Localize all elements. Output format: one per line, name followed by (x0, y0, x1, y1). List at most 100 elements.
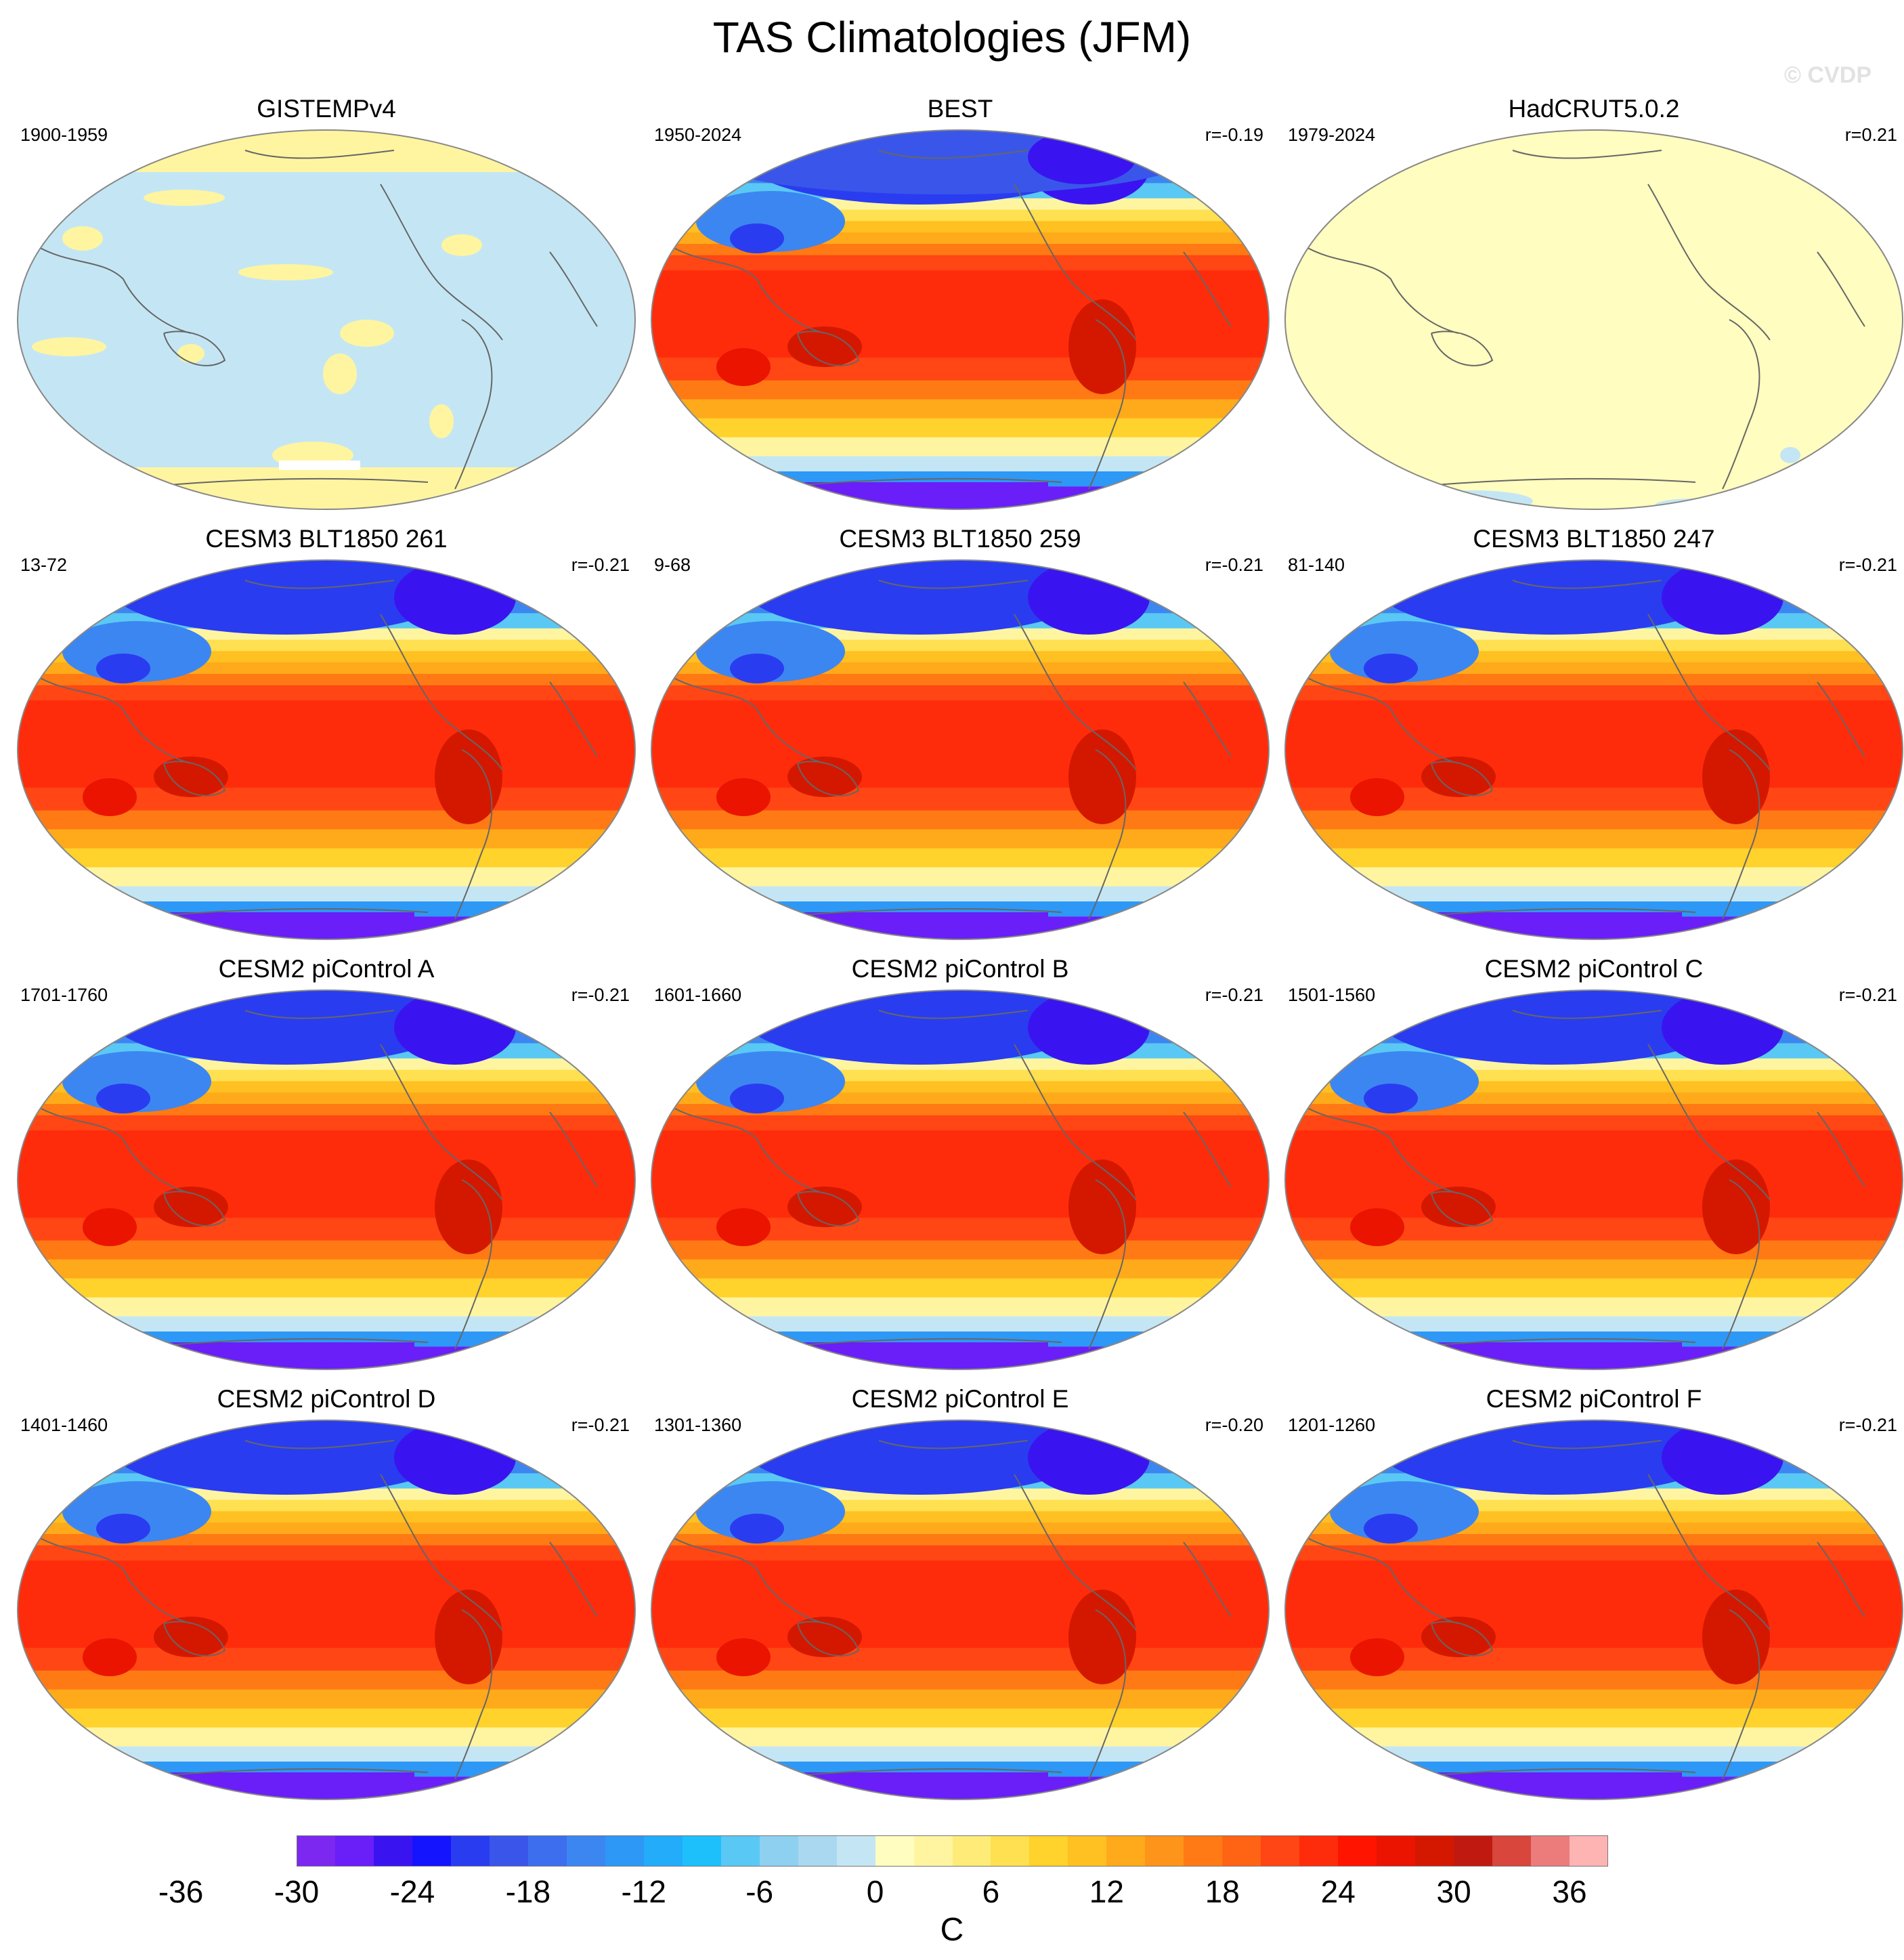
coastlines (668, 1440, 1232, 1780)
colorbar-tick-label: 12 (1089, 1874, 1124, 1909)
panel-period: 1501-1560 (1288, 985, 1376, 1005)
panel-correlation: r=-0.21 (1205, 985, 1263, 1005)
colorbar-tick-label: 0 (866, 1874, 884, 1909)
panel-correlation: r=-0.21 (1838, 985, 1897, 1005)
temperature-field (18, 1420, 635, 1799)
colorbar-cell (334, 1835, 374, 1867)
panel-title: CESM2 piControl C (1484, 955, 1704, 983)
panel-correlation: r=0.21 (1844, 125, 1897, 145)
coastlines (35, 580, 598, 920)
temperature-field (1285, 990, 1903, 1369)
map-panel: CESM2 piControl C 1501-1560 r=-0.21 (1277, 955, 1904, 1383)
world-map (1284, 1420, 1903, 1800)
colorbar (297, 1835, 1609, 1867)
colorbar-tick-label: -12 (621, 1874, 666, 1909)
colorbar-tick-label: 6 (982, 1874, 1000, 1909)
colorbar-cell (489, 1835, 529, 1867)
panel-correlation: r=-0.21 (571, 1415, 630, 1435)
coastlines (668, 580, 1232, 920)
colorbar-tick-label: -30 (274, 1874, 320, 1909)
colorbar-cell (1029, 1835, 1068, 1867)
colorbar-cell (566, 1835, 606, 1867)
colorbar-cell (1184, 1835, 1223, 1867)
panel-correlation: r=-0.21 (1205, 555, 1263, 575)
temperature-field (18, 130, 635, 509)
page-title: TAS Climatologies (JFM) (712, 13, 1192, 62)
map-panel: HadCRUT5.0.2 1979-2024 r=0.21 (1277, 95, 1904, 523)
panel-title: GISTEMPv4 (257, 95, 396, 123)
world-map (651, 989, 1270, 1370)
colorbar-tick-label: 30 (1436, 1874, 1471, 1909)
map-outline (1284, 1420, 1903, 1800)
panel-period: 9-68 (654, 555, 691, 575)
map-outline (17, 129, 636, 510)
map-outline (1284, 989, 1903, 1370)
panel-title: CESM2 piControl E (851, 1385, 1069, 1413)
panel-correlation: r=-0.19 (1205, 125, 1263, 145)
colorbar-cell (875, 1835, 915, 1867)
temperature-field (18, 560, 635, 939)
colorbar-cell (527, 1835, 567, 1867)
map-panel: CESM2 piControl B 1601-1660 r=-0.21 (643, 955, 1277, 1383)
panel-period: 1900-1959 (20, 125, 108, 145)
panel-title: CESM2 piControl D (217, 1385, 436, 1413)
colorbar-cell (913, 1835, 953, 1867)
panel-title: CESM3 BLT1850 261 (205, 525, 448, 553)
colorbar-frame (297, 1835, 1608, 1867)
temperature-field (1285, 1420, 1903, 1799)
panel-title: CESM3 BLT1850 247 (1473, 525, 1715, 553)
colorbar-cell (720, 1835, 760, 1867)
panel-title: CESM2 piControl F (1486, 1385, 1702, 1413)
colorbar-tick-label: 18 (1205, 1874, 1240, 1909)
panel-correlation: r=-0.21 (571, 555, 630, 575)
colorbar-cell (605, 1835, 645, 1867)
panel-period: 13-72 (20, 555, 68, 575)
colorbar-cell (759, 1835, 799, 1867)
world-map (17, 559, 636, 940)
watermark: © CVDP (1784, 62, 1871, 88)
coastlines (1302, 150, 1865, 490)
panel-title: BEST (927, 95, 993, 123)
panel-period: 81-140 (1288, 555, 1345, 575)
colorbar-cell (297, 1835, 336, 1867)
colorbar-cell (373, 1835, 413, 1867)
map-panel: CESM2 piControl E 1301-1360 r=-0.20 (643, 1385, 1277, 1813)
panel-period: 1201-1260 (1288, 1415, 1376, 1435)
colorbar-cell (1415, 1835, 1454, 1867)
panel-period: 1601-1660 (654, 985, 742, 1005)
map-outline (17, 989, 636, 1370)
panel-period: 1301-1360 (654, 1415, 742, 1435)
map-panel: CESM2 piControl A 1701-1760 r=-0.21 (9, 955, 643, 1383)
map-panel: CESM3 BLT1850 261 13-72 r=-0.21 (9, 525, 643, 953)
temperature-field (651, 130, 1269, 509)
panel-period: 1701-1760 (20, 985, 108, 1005)
panel-period: 1950-2024 (654, 125, 742, 145)
panel-correlation: r=-0.21 (571, 985, 630, 1005)
world-map (651, 1420, 1270, 1800)
colorbar-units-label: C (940, 1912, 964, 1948)
world-map (651, 129, 1270, 510)
colorbar-tick-label: -24 (389, 1874, 435, 1909)
world-map (17, 1420, 636, 1800)
world-map (1284, 129, 1903, 510)
panel-title: CESM2 piControl B (851, 955, 1069, 983)
coastlines (35, 1010, 598, 1350)
colorbar-cell (682, 1835, 722, 1867)
world-map (17, 989, 636, 1370)
colorbar-cell (1454, 1835, 1493, 1867)
map-outline (17, 1420, 636, 1800)
world-map (17, 129, 636, 510)
panel-title: CESM3 BLT1850 259 (839, 525, 1081, 553)
map-panel: CESM3 BLT1850 259 9-68 r=-0.21 (643, 525, 1277, 953)
map-outline (1284, 129, 1903, 510)
map-panel: BEST 1950-2024 r=-0.19 (643, 95, 1277, 523)
colorbar-cell (991, 1835, 1030, 1867)
colorbar-cell (952, 1835, 991, 1867)
colorbar-tick-label: -6 (745, 1874, 774, 1909)
colorbar-cell (798, 1835, 838, 1867)
panel-period: 1401-1460 (20, 1415, 108, 1435)
colorbar-tick-label: -36 (158, 1874, 204, 1909)
colorbar-cell (643, 1835, 683, 1867)
temperature-field (1285, 560, 1903, 939)
colorbar-cell (1531, 1835, 1570, 1867)
